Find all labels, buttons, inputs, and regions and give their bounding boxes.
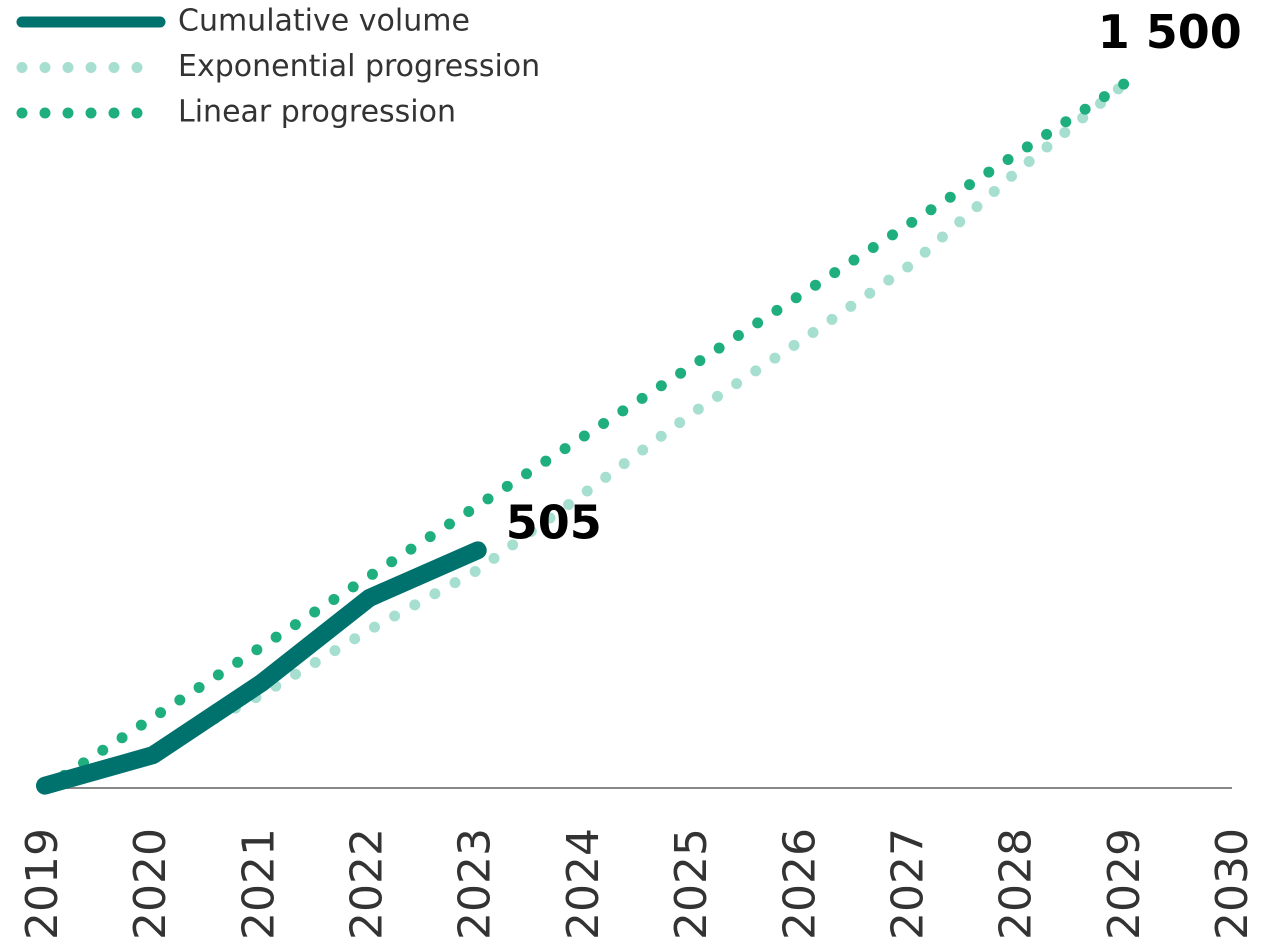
legend-label: Exponential progression: [178, 49, 540, 84]
x-tick-label: 2023: [450, 828, 501, 940]
x-tick-label: 2024: [558, 828, 609, 940]
x-tick-label: 2028: [991, 828, 1042, 940]
series-line: [39, 76, 1133, 794]
x-tick-label: 2019: [17, 828, 68, 940]
x-tick-label: 2022: [342, 828, 393, 940]
x-tick-label: 2021: [233, 828, 284, 940]
data-label: 1 500: [1098, 5, 1242, 59]
x-tick-label: 2026: [774, 828, 825, 940]
x-tick-label: 2025: [666, 828, 717, 940]
x-tick-label: 2029: [1099, 828, 1150, 940]
series-line: [36, 541, 487, 795]
series-line: [39, 76, 1133, 794]
legend-label: Linear progression: [178, 95, 456, 130]
x-tick-label: 2027: [882, 828, 933, 940]
legend-label: Cumulative volume: [178, 4, 470, 39]
x-tick-label: 2020: [125, 828, 176, 940]
x-tick-label: 2030: [1207, 828, 1258, 940]
data-label: 505: [506, 495, 602, 549]
